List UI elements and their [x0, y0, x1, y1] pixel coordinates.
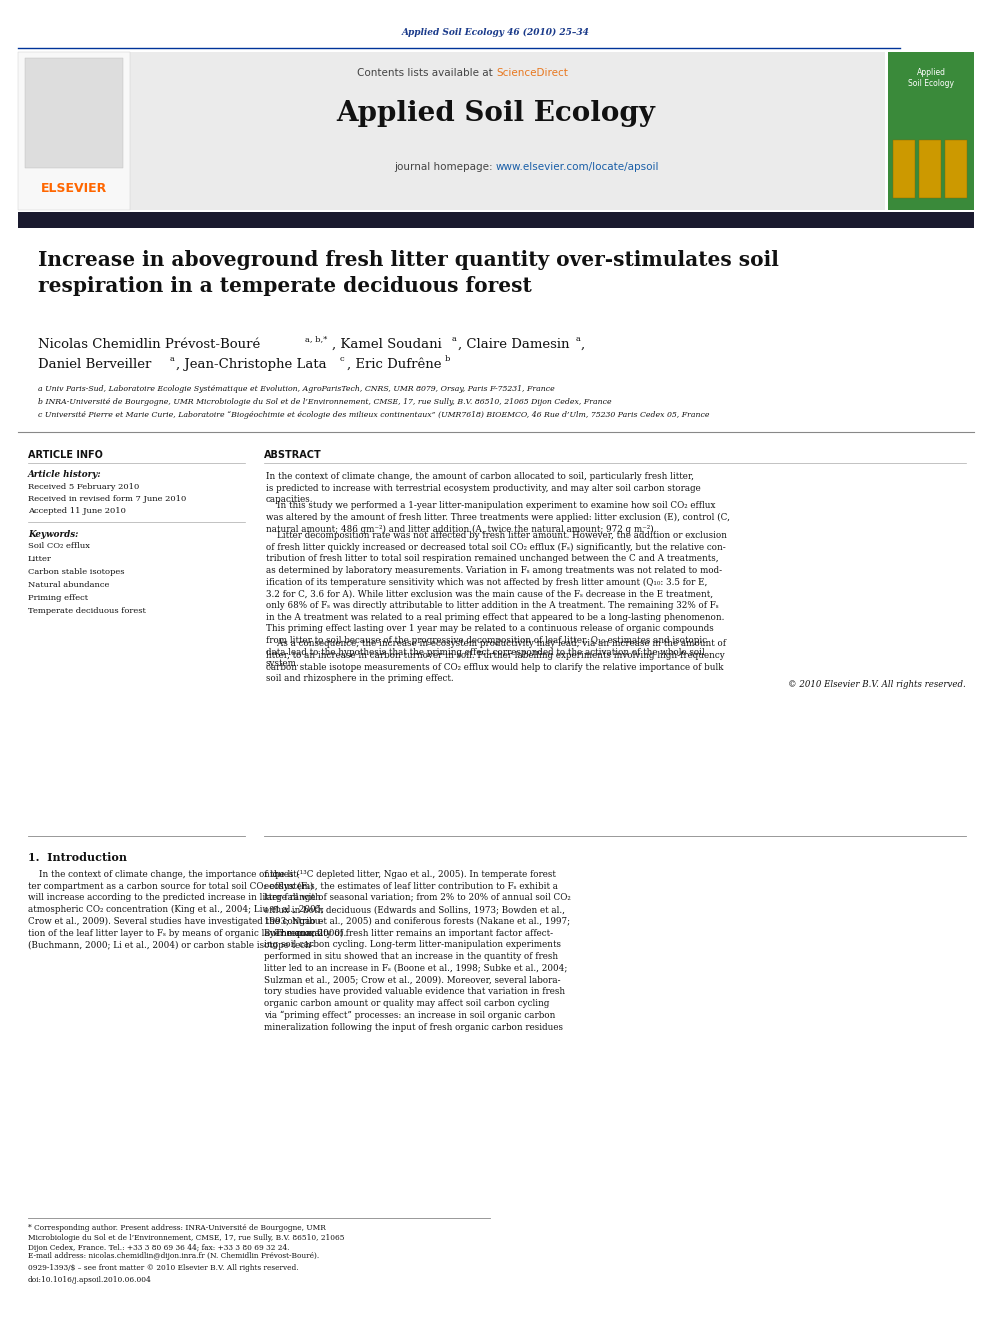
- Text: , Claire Damesin: , Claire Damesin: [458, 337, 569, 351]
- Text: Received in revised form 7 June 2010: Received in revised form 7 June 2010: [28, 495, 186, 503]
- Text: niques (¹³C depleted litter, Ngao et al., 2005). In temperate forest
ecosystems,: niques (¹³C depleted litter, Ngao et al.…: [264, 871, 570, 938]
- Text: Accepted 11 June 2010: Accepted 11 June 2010: [28, 507, 126, 515]
- Text: As a consequence, the increase in ecosystem productivity may lead, via an increa: As a consequence, the increase in ecosys…: [266, 639, 726, 684]
- Bar: [888, 52, 974, 210]
- Text: ARTICLE INFO: ARTICLE INFO: [28, 450, 103, 460]
- Text: , Jean-Christophe Lata: , Jean-Christophe Lata: [176, 359, 326, 370]
- Text: ELSEVIER: ELSEVIER: [41, 183, 107, 194]
- Text: Increase in aboveground fresh litter quantity over-stimulates soil
respiration i: Increase in aboveground fresh litter qua…: [38, 250, 779, 295]
- Text: * Corresponding author. Present address: INRA-Université de Bourgogne, UMR
Micro: * Corresponding author. Present address:…: [28, 1224, 344, 1252]
- Text: , Eric Dufrêne: , Eric Dufrêne: [347, 359, 441, 370]
- Text: a, b,*: a, b,*: [305, 335, 327, 343]
- Text: Applied Soil Ecology 46 (2010) 25–34: Applied Soil Ecology 46 (2010) 25–34: [402, 28, 590, 37]
- Text: Soil CO₂ efflux: Soil CO₂ efflux: [28, 542, 90, 550]
- Text: Keywords:: Keywords:: [28, 531, 78, 538]
- Text: Priming effect: Priming effect: [28, 594, 88, 602]
- Text: Applied
Soil Ecology: Applied Soil Ecology: [908, 67, 954, 89]
- Text: Litter: Litter: [28, 556, 52, 564]
- Text: Applied Soil Ecology: Applied Soil Ecology: [336, 101, 656, 127]
- Text: a Univ Paris-Sud, Laboratoire Ecologie Systématique et Evolution, AgroParisTech,: a Univ Paris-Sud, Laboratoire Ecologie S…: [38, 385, 555, 393]
- Text: Carbon stable isotopes: Carbon stable isotopes: [28, 568, 125, 576]
- Text: a: a: [576, 335, 581, 343]
- Text: The quantity of fresh litter remains an important factor affect-
ing soil carbon: The quantity of fresh litter remains an …: [264, 929, 567, 1032]
- Bar: [919, 140, 941, 198]
- Text: © 2010 Elsevier B.V. All rights reserved.: © 2010 Elsevier B.V. All rights reserved…: [789, 680, 966, 688]
- Bar: [18, 52, 130, 210]
- Text: Temperate deciduous forest: Temperate deciduous forest: [28, 607, 146, 615]
- Text: In the context of climate change, the importance of the lit-
ter compartment as : In the context of climate change, the im…: [28, 871, 324, 950]
- Text: Natural abundance: Natural abundance: [28, 581, 109, 589]
- Text: ,: ,: [581, 337, 585, 351]
- Text: Article history:: Article history:: [28, 470, 101, 479]
- Text: Litter decomposition rate was not affected by fresh litter amount. However, the : Litter decomposition rate was not affect…: [266, 531, 727, 668]
- Text: Nicolas Chemidlin Prévost-Bouré: Nicolas Chemidlin Prévost-Bouré: [38, 337, 260, 351]
- Text: doi:10.1016/j.apsoil.2010.06.004: doi:10.1016/j.apsoil.2010.06.004: [28, 1275, 152, 1285]
- Bar: [18, 212, 974, 228]
- Text: E-mail address: nicolas.chemidlin@dijon.inra.fr (N. Chemidlin Prévost-Bouré).: E-mail address: nicolas.chemidlin@dijon.…: [28, 1252, 319, 1259]
- Text: Daniel Berveiller: Daniel Berveiller: [38, 359, 152, 370]
- Text: b INRA-Université de Bourgogne, UMR Microbiologie du Sol et de l’Environnement, : b INRA-Université de Bourgogne, UMR Micr…: [38, 398, 612, 406]
- Bar: [945, 140, 967, 198]
- Text: Received 5 February 2010: Received 5 February 2010: [28, 483, 139, 491]
- Text: , Kamel Soudani: , Kamel Soudani: [332, 337, 441, 351]
- Text: Contents lists available at: Contents lists available at: [357, 67, 496, 78]
- Text: 1.  Introduction: 1. Introduction: [28, 852, 127, 863]
- Text: b: b: [445, 355, 450, 363]
- Text: journal homepage:: journal homepage:: [394, 161, 496, 172]
- Text: a: a: [452, 335, 457, 343]
- Bar: [130, 52, 885, 210]
- Text: In this study we performed a 1-year litter-manipulation experiment to examine ho: In this study we performed a 1-year litt…: [266, 501, 730, 534]
- Text: In the context of climate change, the amount of carbon allocated to soil, partic: In the context of climate change, the am…: [266, 472, 700, 504]
- Text: a: a: [170, 355, 175, 363]
- Bar: [25, 58, 123, 168]
- Text: 0929-1393/$ – see front matter © 2010 Elsevier B.V. All rights reserved.: 0929-1393/$ – see front matter © 2010 El…: [28, 1263, 299, 1271]
- Text: ABSTRACT: ABSTRACT: [264, 450, 321, 460]
- Text: c: c: [340, 355, 344, 363]
- Bar: [893, 140, 915, 198]
- Text: c Université Pierre et Marie Curie, Laboratoire “Biogéochimie et écologie des mi: c Université Pierre et Marie Curie, Labo…: [38, 411, 709, 419]
- Text: www.elsevier.com/locate/apsoil: www.elsevier.com/locate/apsoil: [496, 161, 660, 172]
- Text: ScienceDirect: ScienceDirect: [496, 67, 567, 78]
